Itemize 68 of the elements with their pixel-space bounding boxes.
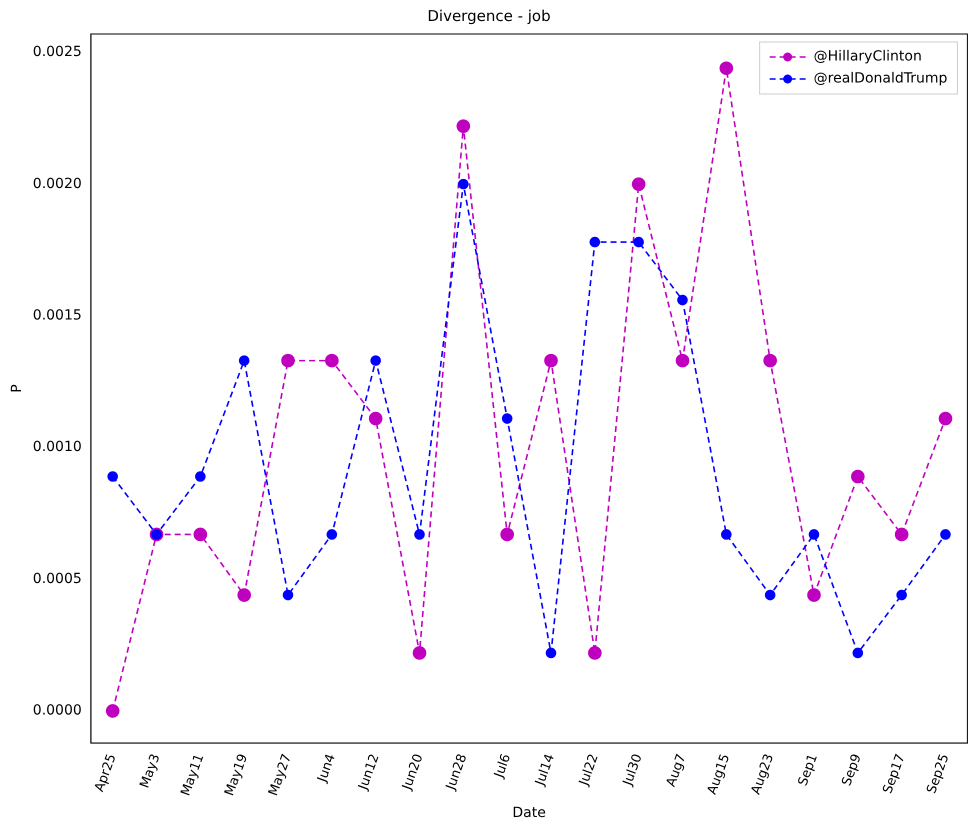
point bbox=[237, 588, 251, 602]
point bbox=[764, 590, 776, 600]
point bbox=[590, 236, 600, 248]
point bbox=[808, 529, 820, 540]
point bbox=[588, 646, 602, 660]
point bbox=[807, 588, 821, 602]
point bbox=[412, 646, 426, 660]
legend-label: @HillaryClinton bbox=[814, 48, 922, 65]
point bbox=[194, 528, 208, 542]
y-tick-label: 0.0025 bbox=[32, 44, 82, 60]
point bbox=[677, 294, 688, 306]
point bbox=[500, 528, 514, 542]
point bbox=[896, 590, 907, 600]
point bbox=[721, 529, 732, 540]
x-tick-label: Jun28 bbox=[443, 752, 470, 793]
point bbox=[370, 355, 381, 366]
x-tick-label: Aug7 bbox=[664, 752, 690, 789]
x-tick-label: May19 bbox=[222, 752, 252, 798]
y-tick-label: 0.0005 bbox=[32, 570, 82, 587]
x-tick-label: Jul6 bbox=[491, 752, 514, 781]
point bbox=[368, 412, 382, 426]
x-tick-label: Sep9 bbox=[839, 752, 865, 788]
x-tick-label: Aug15 bbox=[704, 752, 734, 797]
point bbox=[544, 354, 558, 368]
point bbox=[238, 355, 250, 366]
x-tick-label: Apr25 bbox=[92, 752, 120, 794]
x-tick-label: Jul14 bbox=[532, 752, 558, 788]
point bbox=[325, 354, 339, 368]
x-tick-label: Sep17 bbox=[880, 752, 909, 796]
legend-label: @realDonaldTrump bbox=[814, 70, 948, 87]
point bbox=[852, 648, 864, 658]
x-tick-label: Jun4 bbox=[314, 752, 339, 786]
x-tick-label: Jun12 bbox=[356, 752, 383, 793]
y-tick-label: 0.0015 bbox=[32, 307, 82, 324]
point bbox=[195, 471, 206, 482]
x-tick-label: Aug23 bbox=[748, 752, 778, 797]
y-axis-title: P bbox=[9, 384, 26, 393]
point bbox=[502, 413, 512, 424]
x-tick-label: Jun20 bbox=[399, 752, 426, 793]
y-tick-label: 0.0010 bbox=[32, 439, 82, 456]
point bbox=[763, 354, 777, 368]
point bbox=[414, 529, 425, 540]
point bbox=[940, 529, 951, 540]
point bbox=[281, 354, 295, 368]
x-tick-label: May27 bbox=[266, 752, 295, 798]
x-axis-title: Date bbox=[512, 805, 546, 822]
point bbox=[282, 590, 294, 600]
point bbox=[938, 412, 952, 426]
x-tick-label: May3 bbox=[137, 752, 164, 790]
x-tick-label: Jul30 bbox=[620, 752, 646, 788]
point bbox=[676, 354, 690, 368]
y-tick-label: 0.0000 bbox=[32, 702, 82, 719]
point bbox=[720, 61, 734, 76]
point bbox=[458, 178, 469, 190]
x-tick-label: Jul22 bbox=[576, 752, 602, 788]
point bbox=[632, 177, 646, 191]
point bbox=[633, 236, 644, 248]
point bbox=[851, 470, 865, 484]
x-tick-label: Sep1 bbox=[796, 752, 821, 788]
point bbox=[326, 529, 338, 540]
point bbox=[456, 119, 470, 133]
chart-title: Divergence - job bbox=[427, 6, 551, 25]
point bbox=[894, 528, 908, 542]
point bbox=[107, 471, 118, 482]
point bbox=[106, 704, 120, 718]
y-tick-label: 0.0020 bbox=[32, 176, 82, 192]
point bbox=[546, 648, 556, 658]
x-tick-label: Sep25 bbox=[924, 752, 952, 796]
